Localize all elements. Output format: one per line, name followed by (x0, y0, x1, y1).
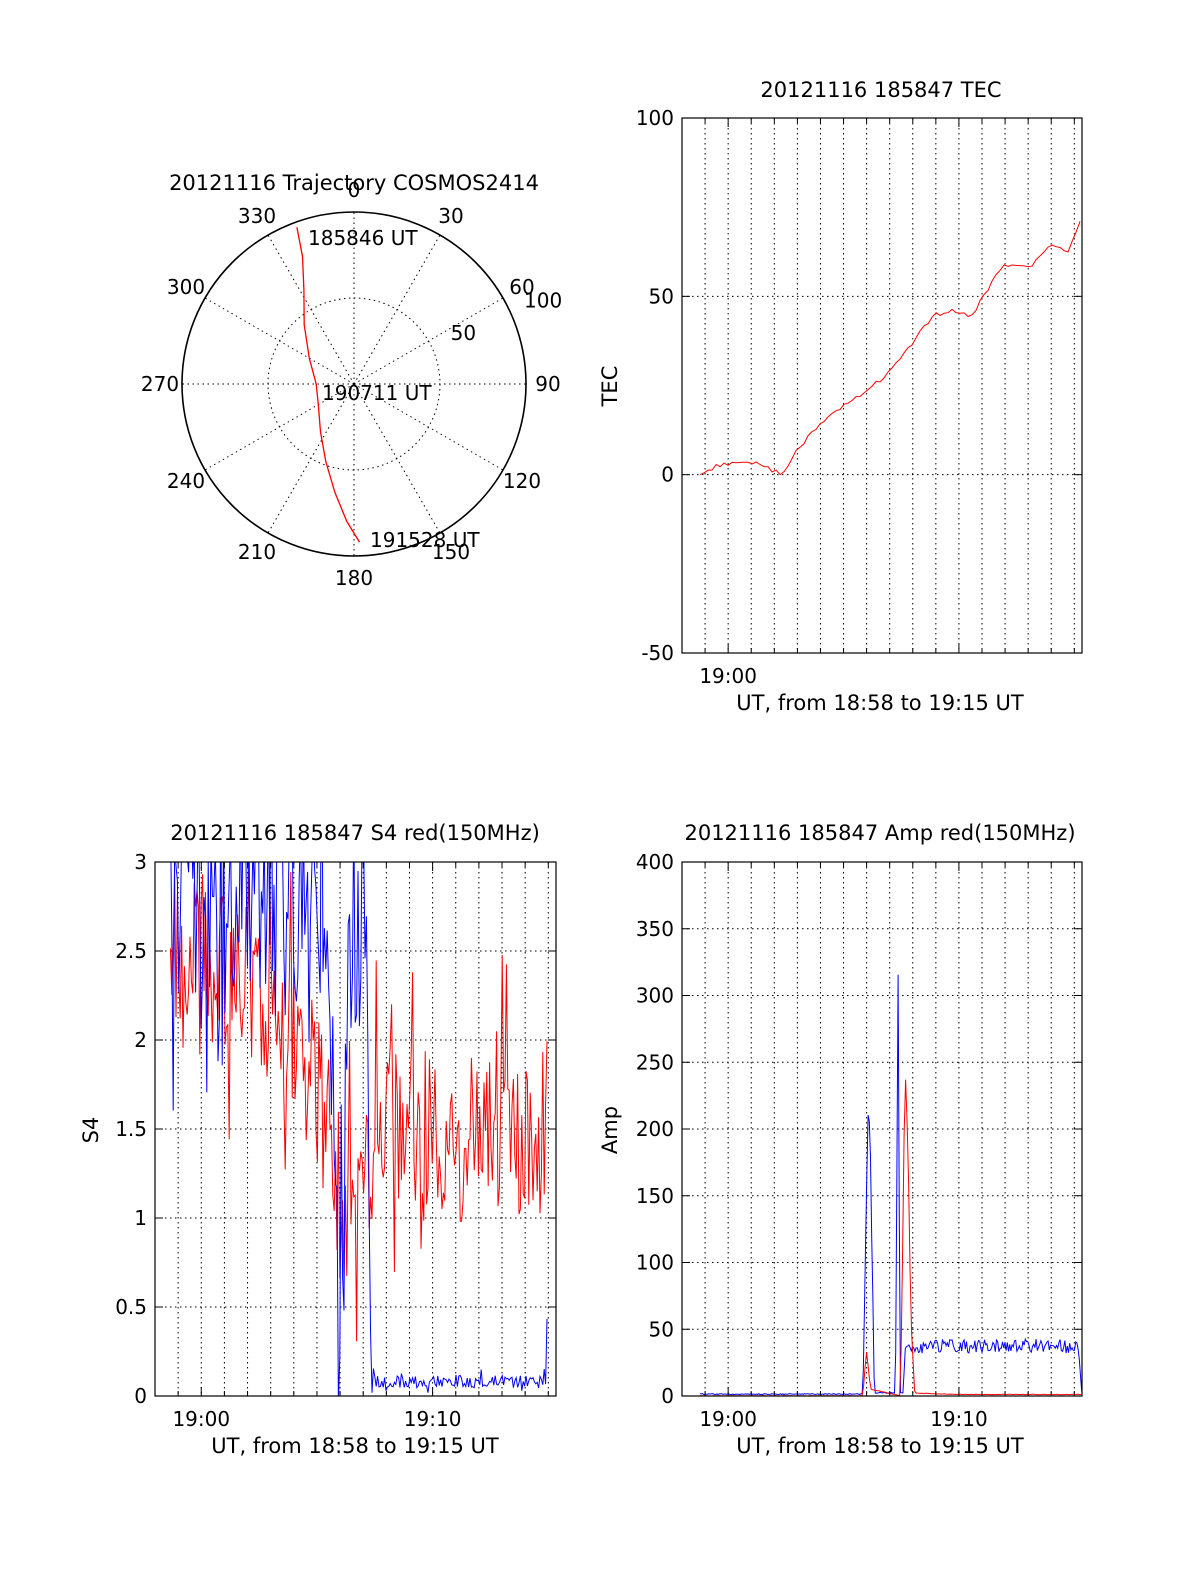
polar-angle-label: 90 (535, 372, 560, 396)
tec-series (699, 221, 1081, 476)
tec-x-tick-label: 19:00 (699, 664, 757, 688)
polar-spoke (353, 383, 441, 534)
s4-panel: 20121116 185847 S4 red(150MHz) 0 0.5 1 1.5 2… (79, 821, 557, 1458)
trajectory-annotation-start: 185846 UT (308, 226, 418, 250)
polar-radius-labels: 50 100 (451, 289, 563, 345)
polar-angle-label: 330 (238, 204, 276, 228)
tec-x-ticks: 19:00 (681, 118, 1075, 688)
amp-x-label: UT, from 18:58 to 19:15 UT (736, 1434, 1024, 1458)
trajectory-series (296, 227, 361, 543)
polar-spoke (267, 234, 355, 385)
polar-angle-label: 210 (238, 540, 276, 564)
tec-y-tick-label: -50 (641, 641, 674, 665)
polar-spoke (204, 297, 355, 385)
trajectory-annotation-end: 191528 UT (370, 528, 480, 552)
polar-spoke (267, 383, 355, 534)
tec-y-tick-label: 0 (661, 463, 674, 487)
trajectory-title: 20121116 Trajectory COSMOS2414 (169, 171, 539, 195)
polar-angle-labels: 0 30 60 90 120 150 180 210 240 270 300 330 (141, 178, 561, 590)
polar-angle-label: 300 (167, 275, 205, 299)
polar-radius-label: 100 (524, 289, 562, 313)
amp-y-ticks: 0 50 100 150 200 250 300 350 400 (636, 850, 1082, 1408)
polar-angle-label: 30 (438, 204, 463, 228)
polar-angle-label: 120 (503, 469, 541, 493)
s4-series-line-2 (170, 862, 548, 1396)
amp-series-line-2 (700, 1079, 1082, 1396)
s4-x-tick-label: 19:00 (172, 1407, 230, 1431)
amp-series (700, 974, 1082, 1396)
polar-angle-label: 180 (335, 566, 373, 590)
polar-angle-label: 0 (348, 178, 361, 202)
s4-x-label: UT, from 18:58 to 19:15 UT (211, 1434, 499, 1458)
polar-spoke (353, 297, 504, 385)
s4-x-ticks: 19:00 19:10 (154, 862, 549, 1431)
polar-angle-label: 150 (432, 540, 470, 564)
polar-radius-label: 50 (451, 321, 476, 345)
trajectory-panel: 20121116 Trajectory COSMOS2414 0 30 60 90 12… (141, 171, 562, 590)
tec-y-ticks: -50 0 50 100 (636, 106, 1082, 665)
s4-y-label: S4 (79, 1117, 103, 1144)
s4-y-ticks: 0 0.5 1 1.5 2 2.5 3 (115, 850, 556, 1408)
s4-y-tick-label: 1.5 (115, 1117, 147, 1141)
s4-y-tick-label: 1 (134, 1206, 147, 1230)
tec-y-label: TEC (598, 366, 622, 408)
amp-y-tick-label: 300 (636, 984, 674, 1008)
s4-title: 20121116 185847 S4 red(150MHz) (170, 821, 540, 845)
tec-y-tick-label: 100 (636, 106, 674, 130)
s4-x-tick-label: 19:10 (404, 1407, 462, 1431)
amp-grid (681, 862, 1082, 1396)
amp-x-tick-label: 19:10 (930, 1407, 988, 1431)
s4-y-tick-label: 2 (134, 1028, 147, 1052)
s4-series-line-1 (169, 868, 548, 1342)
amp-y-tick-label: 50 (649, 1317, 674, 1341)
tec-title: 20121116 185847 TEC (760, 78, 1001, 102)
amp-y-tick-label: 150 (636, 1184, 674, 1208)
amp-y-label: Amp (598, 1106, 622, 1154)
trajectory-annotation-mid: 190711 UT (322, 381, 432, 405)
polar-angle-label: 60 (509, 275, 534, 299)
amp-y-tick-label: 250 (636, 1050, 674, 1074)
polar-outer-circle (181, 211, 527, 557)
amp-panel: 20121116 185847 Amp red(150MHz) 0 50 100 15… (598, 821, 1083, 1458)
amp-y-tick-label: 100 (636, 1251, 674, 1275)
trajectory-line-1 (296, 227, 361, 543)
polar-spoke (204, 383, 355, 471)
polar-angle-label: 240 (167, 469, 205, 493)
amp-y-tick-label: 200 (636, 1117, 674, 1141)
s4-y-tick-label: 0.5 (115, 1295, 147, 1319)
amp-x-ticks: 19:00 19:10 (681, 862, 1075, 1431)
s4-series (169, 862, 548, 1396)
polar-angle-label: 270 (141, 372, 179, 396)
amp-y-tick-label: 0 (661, 1384, 674, 1408)
amp-series-line-1 (700, 974, 1082, 1396)
polar-spoke (353, 234, 441, 385)
s4-grid (154, 862, 556, 1396)
amp-title: 20121116 185847 Amp red(150MHz) (684, 821, 1075, 845)
s4-y-tick-label: 0 (134, 1384, 147, 1408)
tec-grid (681, 118, 1082, 653)
tec-x-label: UT, from 18:58 to 19:15 UT (736, 691, 1024, 715)
s4-y-tick-label: 2.5 (115, 939, 147, 963)
s4-y-tick-label: 3 (134, 850, 147, 874)
tec-panel: 20121116 185847 TEC -50 0 50 100 19:00 UT, … (598, 78, 1083, 715)
tec-plot-frame (681, 117, 1083, 654)
polar-spoke (353, 383, 504, 471)
amp-y-tick-label: 400 (636, 850, 674, 874)
amp-x-tick-label: 19:00 (699, 1407, 757, 1431)
polar-grid (181, 211, 527, 557)
tec-y-tick-label: 50 (649, 284, 674, 308)
tec-series-line-1 (699, 221, 1081, 476)
amp-y-tick-label: 350 (636, 917, 674, 941)
